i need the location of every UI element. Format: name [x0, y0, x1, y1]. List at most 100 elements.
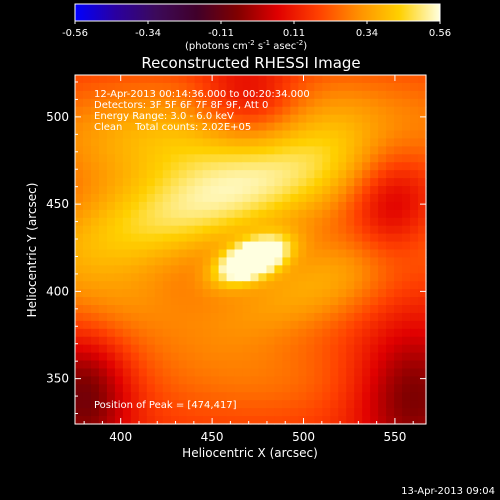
heatmap-cell — [386, 90, 395, 100]
heatmap-cell — [138, 320, 148, 330]
heatmap-cell — [202, 344, 212, 354]
heatmap-cell — [410, 416, 419, 425]
heatmap-cell — [274, 162, 284, 171]
heatmap-cell — [218, 82, 228, 92]
heatmap-cell — [250, 360, 260, 370]
heatmap-cell — [90, 384, 100, 393]
heatmap-cell — [242, 297, 252, 306]
heatmap-cell — [282, 82, 291, 92]
heatmap-cell — [186, 368, 196, 378]
heatmap-cell — [194, 320, 204, 330]
heatmap-cell — [194, 114, 204, 124]
heatmap-cell — [354, 257, 363, 266]
heatmap-cell — [322, 257, 331, 266]
heatmap-cell — [226, 154, 236, 163]
heatmap-cell — [130, 416, 140, 425]
heatmap-cell — [394, 360, 403, 370]
heatmap-cell — [82, 122, 92, 132]
heatmap-cell — [138, 114, 148, 124]
heatmap-cell — [98, 233, 108, 243]
heatmap-cell — [306, 193, 315, 203]
heatmap-cell — [82, 98, 92, 108]
heatmap-cell — [290, 106, 299, 116]
heatmap-cell — [394, 114, 403, 124]
heatmap-cell — [130, 178, 140, 187]
heatmap-cell — [250, 241, 260, 251]
heatmap-cell — [394, 178, 403, 187]
heatmap-cell — [282, 138, 291, 147]
heatmap-cell — [186, 114, 196, 124]
heatmap-cell — [242, 360, 252, 370]
heatmap-cell — [122, 122, 132, 132]
heatmap-cell — [370, 193, 379, 203]
heatmap-cell — [122, 320, 132, 330]
heatmap-cell — [82, 201, 92, 211]
heatmap-cell — [98, 154, 108, 163]
heatmap-cell — [394, 122, 403, 132]
heatmap-cell — [298, 289, 307, 298]
heatmap-cell — [274, 328, 284, 338]
heatmap-cell — [370, 297, 379, 306]
heatmap-cell — [314, 146, 323, 155]
heatmap-cell — [146, 82, 156, 92]
heatmap-cell — [75, 416, 84, 425]
heatmap-cell — [322, 225, 331, 235]
heatmap-cell — [410, 328, 419, 338]
y-tick-label: 450 — [46, 197, 69, 211]
heatmap-cell — [194, 122, 204, 132]
heatmap-cell — [82, 257, 92, 266]
heatmap-cell — [178, 344, 188, 354]
heatmap-cell — [314, 178, 323, 187]
heatmap-cell — [178, 146, 188, 155]
heatmap-cell — [258, 360, 268, 370]
heatmap-cell — [330, 249, 339, 259]
heatmap-cell — [98, 289, 108, 298]
heatmap-cell — [130, 241, 140, 251]
heatmap-cell — [82, 114, 92, 124]
heatmap-cell — [306, 217, 315, 227]
heatmap-cell — [210, 257, 220, 266]
heatmap-cell — [106, 408, 116, 417]
heatmap-cell — [138, 130, 148, 140]
heatmap-cell — [410, 138, 419, 147]
heatmap-cell — [162, 209, 172, 219]
heatmap-cell — [114, 376, 124, 385]
heatmap-cell — [106, 114, 116, 124]
heatmap-cell — [218, 408, 228, 417]
heatmap-cell — [266, 154, 276, 163]
heatmap-cell — [122, 352, 132, 362]
heatmap-cell — [378, 122, 387, 132]
heatmap-cell — [90, 233, 100, 243]
heatmap-cell — [114, 408, 124, 417]
heatmap-cell — [218, 233, 228, 243]
heatmap-cell — [314, 193, 323, 203]
heatmap-cell — [322, 360, 331, 370]
annotation-time-range: 12-Apr-2013 00:14:36.000 to 00:20:34.000 — [94, 89, 310, 100]
heatmap-cell — [162, 178, 172, 187]
heatmap-cell — [218, 392, 228, 401]
heatmap-cell — [274, 320, 284, 330]
heatmap-cell — [362, 352, 371, 362]
heatmap-cell — [274, 257, 284, 266]
heatmap-cell — [242, 368, 252, 378]
heatmap-cell — [170, 376, 180, 385]
heatmap-cell — [122, 408, 132, 417]
heatmap-cell — [242, 305, 252, 314]
heatmap-cell — [322, 336, 331, 346]
heatmap-cell — [82, 162, 92, 171]
heatmap-cell — [410, 376, 419, 385]
heatmap-cell — [242, 376, 252, 385]
heatmap-cell — [306, 400, 315, 409]
heatmap-cell — [394, 90, 403, 100]
heatmap-cell — [90, 225, 100, 235]
heatmap-cell — [266, 106, 276, 116]
heatmap-cell — [314, 312, 323, 322]
heatmap-cell — [218, 336, 228, 346]
heatmap-cell — [314, 90, 323, 100]
heatmap-cell — [282, 305, 291, 314]
heatmap-cell — [378, 273, 387, 282]
heatmap-cell — [194, 217, 204, 227]
heatmap-cell — [75, 273, 84, 282]
heatmap-cell — [346, 90, 355, 100]
heatmap-cell — [154, 82, 164, 92]
